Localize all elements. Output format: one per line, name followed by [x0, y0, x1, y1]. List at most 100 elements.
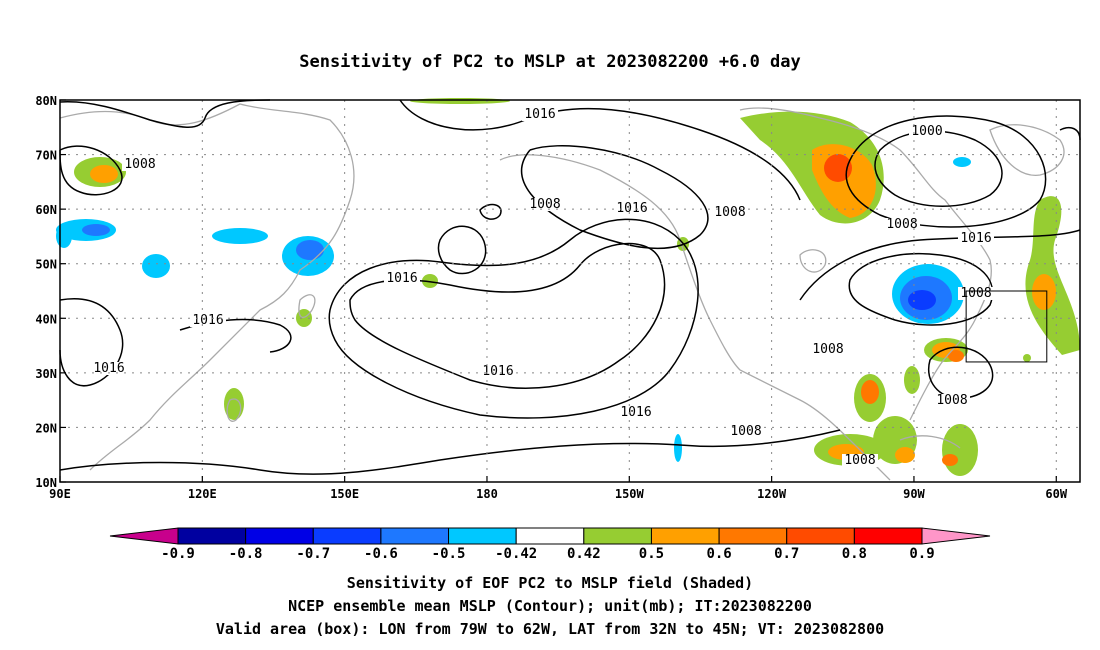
- coastlines: [59, 103, 1065, 481]
- contour-label-bg: [810, 343, 846, 356]
- colorbar-high-triangle: [921, 527, 991, 545]
- contour-label-bg: [909, 125, 945, 138]
- contour-line: [799, 229, 1081, 301]
- contour-label: 1016: [524, 107, 555, 122]
- contour-label-bg: [958, 232, 994, 245]
- contour-label: 1008: [960, 286, 991, 301]
- lat-tick-label: 40N: [35, 312, 57, 326]
- colorbar-segment: [177, 527, 247, 545]
- coastline: [989, 124, 1065, 176]
- axis-ticks: [59, 99, 1057, 483]
- colorbar-segment: [650, 527, 720, 545]
- shade-patch: [90, 165, 118, 183]
- coastline: [226, 398, 242, 422]
- contour-line: [59, 145, 123, 196]
- lon-tick-label: 150W: [615, 487, 645, 501]
- colorbar-label: -0.7: [296, 546, 330, 562]
- colorbar-labels: -0.9 -0.8 -0.7 -0.6 -0.5 -0.42 0.42 0.5 0.6 0.7 0.…: [161, 546, 935, 562]
- contour-line: [479, 203, 502, 220]
- contour-label: 1008: [812, 342, 843, 357]
- contour-line: [399, 99, 801, 201]
- lon-tick-label: 60W: [1045, 487, 1067, 501]
- contour-label: 1016: [192, 313, 223, 328]
- colorbar-segment: [312, 527, 382, 545]
- coastline: [298, 294, 316, 319]
- shade-patch: [942, 454, 958, 466]
- colorbar-label: 0.42: [567, 546, 601, 562]
- contour-label-bg: [384, 272, 420, 285]
- contour-label: 1008: [936, 393, 967, 408]
- lon-tick-label: 150E: [330, 487, 359, 501]
- colorbar-label: -0.5: [432, 546, 466, 562]
- shade-patch: [296, 240, 324, 260]
- contour-label: 1000: [911, 124, 942, 139]
- contour-label-bg: [522, 108, 558, 121]
- colorbar-label: 0.5: [639, 546, 664, 562]
- lat-tick-label: 50N: [35, 258, 57, 272]
- shade-patch: [82, 224, 110, 236]
- coastline: [499, 154, 891, 481]
- valid-area-box: [965, 290, 1048, 363]
- contour-label: 1016: [93, 361, 124, 376]
- contour-label-bg: [842, 454, 878, 467]
- contour-line: [845, 115, 1047, 228]
- lat-tick-label: 80N: [35, 94, 57, 108]
- contour-line: [59, 429, 841, 475]
- colorbar-label: 0.6: [706, 546, 731, 562]
- shade-patch: [824, 154, 852, 182]
- contour-label-bg: [614, 202, 650, 215]
- colorbar-segment: [380, 527, 450, 545]
- contour-line: [59, 298, 124, 387]
- lon-tick-label: 90W: [903, 487, 925, 501]
- contour-labels: 1016 1008 1016 1008 1000 1008 1016 1016 1008 1008…: [91, 107, 994, 468]
- map-area: 1016 1008 1016 1008 1000 1008 1016 1016 1008 1008…: [56, 98, 1081, 483]
- map-frame: [59, 99, 1081, 483]
- lon-tick-label: 120W: [757, 487, 787, 501]
- contour-label-bg: [958, 287, 994, 300]
- colorbar-segment: [245, 527, 314, 545]
- longitude-tick-labels: 90E 120E 150E 180 150W 120W 90W 60W: [49, 487, 1068, 501]
- contour-label-bg: [91, 362, 127, 375]
- colorbar-label: 0.7: [774, 546, 799, 562]
- caption-line-1: Sensitivity of EOF PC2 to MSLP field (Sh…: [346, 574, 754, 592]
- contour-label-bg: [527, 198, 563, 211]
- contour-line: [848, 252, 994, 326]
- graticule: [60, 100, 1080, 482]
- shade-patch: [942, 424, 978, 476]
- contour-label-bg: [728, 425, 764, 438]
- lon-tick-label: 180: [476, 487, 498, 501]
- shade-patch: [142, 254, 170, 278]
- lon-tick-label: 120E: [188, 487, 217, 501]
- colorbar-segment: [853, 527, 923, 545]
- lat-tick-label: 30N: [35, 367, 57, 381]
- colorbar-label: 0.9: [909, 546, 934, 562]
- contour-label: 1016: [482, 364, 513, 379]
- contour-label: 1008: [844, 453, 875, 468]
- lat-tick-label: 60N: [35, 203, 57, 217]
- contour-label-bg: [190, 314, 226, 327]
- contour-label: 1008: [124, 157, 155, 172]
- contour-label-bg: [884, 218, 920, 231]
- shade-patch: [948, 350, 964, 362]
- shade-patch: [1023, 354, 1031, 362]
- colorbar-label: 0.8: [842, 546, 867, 562]
- contour-label-bg: [122, 158, 158, 171]
- caption-line-3: Valid area (box): LON from 79W to 62W, L…: [215, 620, 885, 638]
- sensitivity-shading: [56, 98, 1080, 476]
- colorbar-low-triangle: [109, 527, 179, 545]
- colorbar-label: -0.8: [229, 546, 263, 562]
- contour-label: 1016: [616, 201, 647, 216]
- coastline: [739, 107, 992, 421]
- colorbar-segment: [583, 527, 652, 545]
- contour-label: 1008: [886, 217, 917, 232]
- coastline: [799, 249, 827, 273]
- contour-line: [349, 242, 666, 389]
- shade-patch: [904, 366, 920, 394]
- colorbar-label: -0.6: [364, 546, 398, 562]
- shade-patch: [212, 228, 268, 244]
- shade-patch: [908, 290, 936, 310]
- shade-patch: [953, 157, 971, 167]
- contour-label-bg: [618, 406, 654, 419]
- colorbar-segment: [448, 527, 517, 545]
